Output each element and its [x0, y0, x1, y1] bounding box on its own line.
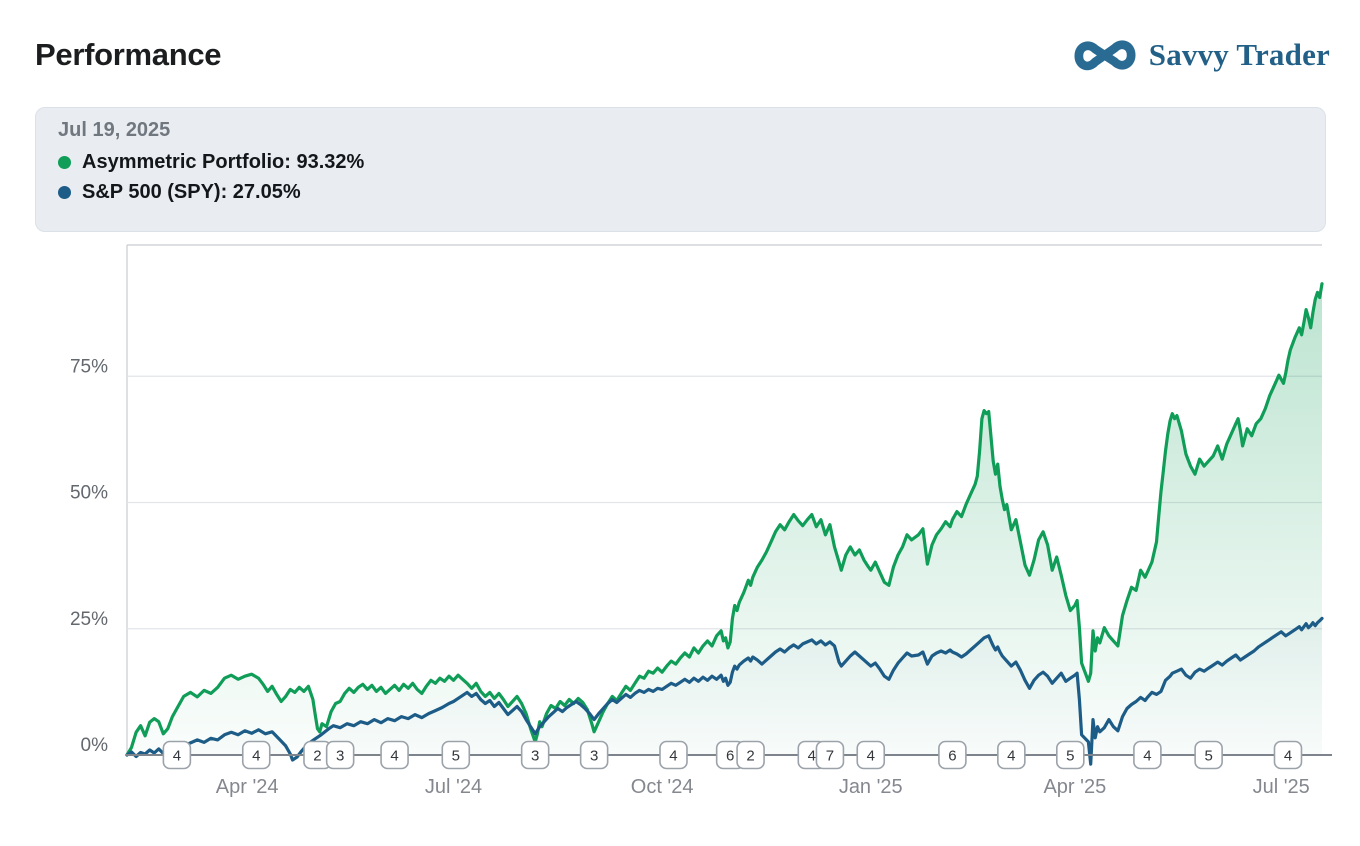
- trade-marker-box[interactable]: [1194, 740, 1223, 770]
- legend-item-label: S&P 500 (SPY): 27.05%: [82, 181, 301, 203]
- legend-item-spy: S&P 500 (SPY): 27.05%: [58, 181, 1303, 204]
- legend-item-asymmetric-portfolio: Asymmetric Portfolio: 93.32%: [58, 151, 1303, 174]
- trade-marker-box[interactable]: [520, 740, 550, 770]
- trade-marker-box[interactable]: [1133, 740, 1162, 770]
- trade-marker-count: 2: [746, 748, 754, 765]
- trade-marker-count: 6: [726, 748, 734, 765]
- y-axis-label: 25%: [70, 609, 108, 630]
- y-axis-label: 75%: [70, 356, 108, 377]
- trade-marker[interactable]: 4: [241, 740, 271, 770]
- legend-item-label: Asymmetric Portfolio: 93.32%: [82, 151, 365, 173]
- trade-marker-box[interactable]: [815, 740, 845, 770]
- trade-marker-count: 3: [531, 748, 539, 765]
- trade-marker[interactable]: 3: [325, 740, 355, 770]
- x-axis-label: Apr '24: [216, 776, 279, 798]
- trade-marker[interactable]: 7: [815, 740, 845, 770]
- trade-marker[interactable]: 3: [520, 740, 550, 770]
- trade-marker-count: 4: [1007, 748, 1015, 765]
- series-line-spy: [125, 616, 1324, 766]
- trade-marker-count: 5: [1204, 748, 1212, 765]
- x-axis-label: Jul '25: [1253, 776, 1310, 798]
- trade-marker[interactable]: 5: [1056, 740, 1085, 770]
- trade-marker-count: 4: [808, 748, 816, 765]
- trade-marker-box[interactable]: [579, 740, 609, 770]
- trade-marker-count: 5: [452, 748, 460, 765]
- infinity-icon: [1074, 40, 1136, 71]
- trade-marker[interactable]: 4: [162, 740, 192, 770]
- trade-marker[interactable]: 4: [380, 740, 409, 770]
- x-axis-label: Jan '25: [839, 776, 903, 798]
- legend-card: Jul 19, 2025 Asymmetric Portfolio: 93.32…: [35, 107, 1326, 232]
- trade-marker-count: 4: [1143, 748, 1151, 765]
- trade-marker-count: 7: [826, 748, 834, 765]
- trade-marker-box[interactable]: [441, 740, 471, 770]
- trade-marker[interactable]: 4: [1273, 740, 1303, 770]
- y-axis-label: 0%: [81, 735, 109, 756]
- series-area-spy: [127, 618, 1322, 765]
- trade-marker-box[interactable]: [997, 740, 1026, 770]
- trade-marker-count: 4: [252, 748, 260, 765]
- series-line-asymmetric: [125, 282, 1324, 757]
- trade-marker[interactable]: 4: [997, 740, 1026, 770]
- trade-marker-count: 4: [1284, 748, 1292, 765]
- trade-marker-count: 3: [590, 748, 598, 765]
- trade-marker-count: 4: [173, 748, 181, 765]
- y-axis-label: 50%: [70, 483, 108, 504]
- trade-marker[interactable]: 5: [1194, 740, 1223, 770]
- trade-marker[interactable]: 4: [1133, 740, 1162, 770]
- trade-marker-box[interactable]: [325, 740, 355, 770]
- brand-name: Savvy Trader: [1148, 37, 1330, 72]
- trade-marker-count: 2: [313, 748, 321, 765]
- trade-marker-count: 4: [867, 748, 875, 765]
- trade-marker[interactable]: 2: [736, 740, 765, 770]
- legend-date: Jul 19, 2025: [58, 119, 171, 141]
- series-dot-asymmetric: [58, 156, 71, 169]
- trade-marker-box[interactable]: [736, 740, 765, 770]
- brand-logo[interactable]: Savvy Trader: [1074, 33, 1330, 77]
- trade-marker-box[interactable]: [1273, 740, 1303, 770]
- trade-marker-box[interactable]: [1056, 740, 1085, 770]
- plot-border: [126, 244, 1322, 755]
- trade-marker-box[interactable]: [380, 740, 409, 770]
- trade-marker-count: 4: [669, 748, 677, 765]
- series-area-asymmetric: [127, 283, 1322, 755]
- x-axis-label: Jul '24: [425, 776, 482, 798]
- trade-marker-box[interactable]: [241, 740, 271, 770]
- trade-marker-count: 4: [390, 748, 398, 765]
- trade-marker-box[interactable]: [162, 740, 192, 770]
- trade-marker-count: 6: [948, 748, 956, 765]
- trade-marker[interactable]: 4: [856, 740, 886, 770]
- series-dot-spy: [58, 186, 71, 199]
- x-axis-label: Apr '25: [1043, 776, 1106, 798]
- header: Performance Savvy Trader: [35, 26, 1330, 84]
- trade-marker-count: 3: [336, 748, 344, 765]
- trade-marker[interactable]: 4: [659, 740, 688, 770]
- trade-marker[interactable]: 6: [938, 740, 967, 770]
- x-axis-label: Oct '24: [631, 776, 694, 798]
- page-title: Performance: [35, 37, 222, 72]
- trade-marker[interactable]: 5: [441, 740, 471, 770]
- trade-marker[interactable]: 3: [579, 740, 609, 770]
- trade-marker-count: 5: [1066, 748, 1074, 765]
- trade-marker-box[interactable]: [938, 740, 967, 770]
- trade-marker-box[interactable]: [659, 740, 688, 770]
- trade-marker-box[interactable]: [856, 740, 886, 770]
